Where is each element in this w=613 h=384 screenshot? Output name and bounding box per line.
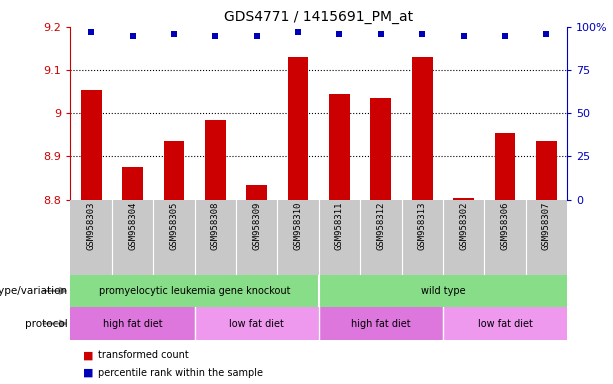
Bar [495, 133, 516, 200]
Bar [329, 94, 350, 200]
Bar [246, 185, 267, 200]
Text: low fat diet: low fat diet [478, 318, 533, 329]
Text: GSM958309: GSM958309 [252, 202, 261, 250]
Point [86, 29, 96, 35]
Bar [70, 307, 195, 340]
Point [459, 33, 468, 39]
Bar [205, 120, 226, 200]
Text: low fat diet: low fat diet [229, 318, 284, 329]
Bar [319, 307, 443, 340]
Text: GSM958302: GSM958302 [459, 202, 468, 250]
Text: high fat diet: high fat diet [351, 318, 411, 329]
Text: GSM958312: GSM958312 [376, 202, 386, 250]
Bar [195, 307, 319, 340]
Text: GSM958305: GSM958305 [169, 202, 178, 250]
Bar [536, 141, 557, 200]
Text: percentile rank within the sample: percentile rank within the sample [98, 368, 263, 378]
Point [500, 33, 510, 39]
Bar [370, 98, 391, 200]
Bar [122, 167, 143, 200]
Point [169, 31, 179, 37]
Text: GSM958311: GSM958311 [335, 202, 344, 250]
Bar [81, 89, 102, 200]
Point [335, 31, 345, 37]
Point [376, 31, 386, 37]
Text: GSM958313: GSM958313 [417, 202, 427, 250]
Text: GSM958303: GSM958303 [86, 202, 96, 250]
Text: transformed count: transformed count [98, 350, 189, 360]
Text: wild type: wild type [421, 286, 465, 296]
Bar [287, 57, 308, 200]
Point [210, 33, 220, 39]
Bar [443, 307, 567, 340]
Text: high fat diet: high fat diet [103, 318, 162, 329]
Text: GSM958307: GSM958307 [542, 202, 551, 250]
Point [252, 33, 262, 39]
Text: GSM958306: GSM958306 [500, 202, 509, 250]
Bar [164, 141, 185, 200]
Title: GDS4771 / 1415691_PM_at: GDS4771 / 1415691_PM_at [224, 10, 413, 25]
Bar [412, 57, 433, 200]
Text: ■: ■ [83, 368, 93, 378]
Text: GSM958308: GSM958308 [211, 202, 220, 250]
Text: protocol: protocol [25, 318, 67, 329]
Bar [70, 275, 319, 307]
Text: GSM958304: GSM958304 [128, 202, 137, 250]
Text: ■: ■ [83, 350, 93, 360]
Bar [319, 275, 567, 307]
Text: genotype/variation: genotype/variation [0, 286, 67, 296]
Bar [453, 197, 474, 200]
Text: GSM958310: GSM958310 [294, 202, 303, 250]
Point [293, 29, 303, 35]
Text: promyelocytic leukemia gene knockout: promyelocytic leukemia gene knockout [99, 286, 291, 296]
Point [128, 33, 137, 39]
Point [541, 31, 551, 37]
Point [417, 31, 427, 37]
